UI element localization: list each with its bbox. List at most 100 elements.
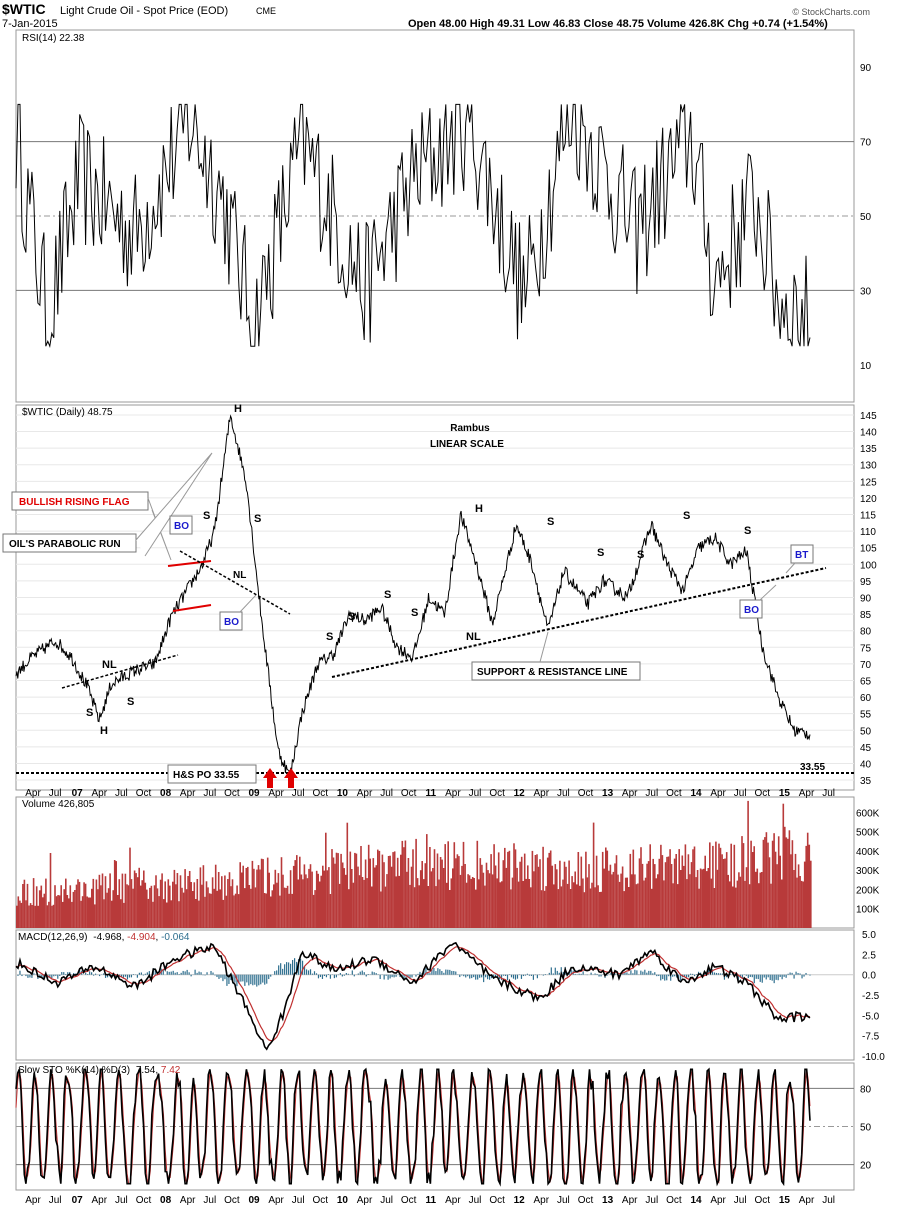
- volume-bar: [501, 881, 503, 928]
- volume-bar: [155, 875, 157, 928]
- volume-bar: [251, 860, 254, 928]
- volume-bar: [143, 870, 145, 928]
- volume-bar: [459, 874, 462, 928]
- volume-bar: [243, 888, 246, 928]
- volume-bar: [286, 885, 289, 928]
- volume-bar: [672, 883, 674, 928]
- volume-bar: [139, 885, 142, 928]
- volume-bar: [724, 858, 726, 928]
- stoch-title-prefix: Slow STO %K(14) %D(3): [18, 1065, 130, 1076]
- x-axis-label: 13: [602, 1195, 614, 1206]
- x-axis-label: Apr: [710, 1195, 726, 1206]
- volume-bar: [318, 881, 321, 928]
- volume-bar: [312, 894, 315, 928]
- volume-bar: [187, 876, 189, 928]
- volume-bar: [718, 843, 720, 928]
- volume-bar: [412, 849, 414, 928]
- volume-bar: [646, 863, 648, 928]
- volume-bar: [658, 858, 661, 928]
- volume-bar: [689, 874, 691, 928]
- volume-bar: [404, 840, 407, 928]
- volume-bar: [452, 868, 454, 928]
- volume-bar: [225, 895, 228, 928]
- volume-bar: [655, 878, 658, 928]
- volume-bar: [517, 881, 520, 928]
- volume-bar: [649, 844, 651, 928]
- volume-bar: [764, 837, 766, 928]
- volume-bar: [436, 853, 439, 928]
- s-label-peak2: S: [254, 513, 261, 525]
- price-tick-label: 85: [860, 610, 872, 621]
- rsi-tick-label: 50: [860, 212, 872, 223]
- macd-signal-series: [15, 946, 811, 1042]
- volume-bar: [270, 896, 272, 928]
- volume-bar: [314, 890, 316, 928]
- volume-bar: [175, 884, 177, 928]
- volume-bar: [736, 880, 739, 928]
- volume-bar: [361, 877, 364, 928]
- bo-box-2: [219, 611, 243, 631]
- volume-bar: [551, 865, 554, 928]
- volume-bar: [92, 878, 95, 928]
- volume-bar: [227, 879, 229, 928]
- volume-bar: [669, 849, 671, 928]
- support-pointer: [539, 631, 549, 663]
- volume-bar: [435, 886, 437, 928]
- x-axis-label: Apr: [180, 1195, 196, 1206]
- volume-bar: [135, 873, 137, 928]
- x-axis-label: Jul: [645, 1195, 658, 1206]
- neckline-left: [61, 654, 179, 689]
- price-tick-label: 70: [860, 660, 872, 671]
- x-axis-label: Jul: [734, 1195, 747, 1206]
- volume-bar: [296, 855, 298, 928]
- x-axis-label: Jul: [292, 1195, 305, 1206]
- volume-bar: [95, 879, 98, 928]
- volume-bar: [721, 854, 723, 928]
- volume-bar: [627, 887, 630, 928]
- volume-bar: [245, 868, 248, 928]
- volume-bar: [104, 876, 107, 928]
- volume-bar: [358, 875, 361, 928]
- volume-bar: [583, 892, 586, 928]
- volume-bar: [738, 872, 740, 928]
- volume-bar: [84, 883, 87, 928]
- volume-bar: [240, 872, 243, 928]
- volume-bar: [499, 882, 501, 928]
- volume-bar: [100, 885, 102, 928]
- macd-tick-label: -7.5: [862, 1032, 880, 1043]
- volume-bar: [274, 869, 277, 928]
- volume-bar: [421, 861, 423, 928]
- volume-bar: [190, 882, 192, 928]
- x-axis-label: Oct: [224, 1195, 240, 1206]
- volume-bar: [481, 864, 483, 928]
- volume-bar: [381, 854, 384, 928]
- volume-bar: [684, 844, 687, 928]
- volume-bar: [113, 860, 116, 928]
- volume-bar: [315, 870, 318, 928]
- volume-bar: [566, 883, 569, 928]
- volume-bar: [502, 860, 505, 928]
- volume-bar: [687, 854, 690, 928]
- volume-bar: [456, 854, 459, 928]
- volume-bar: [681, 855, 684, 928]
- volume-bar: [611, 874, 613, 928]
- volume-bar: [808, 844, 811, 928]
- volume-bar: [185, 889, 188, 928]
- volume-bar: [291, 893, 293, 928]
- volume-bar: [467, 874, 469, 928]
- volume-bar: [107, 888, 110, 928]
- volume-bar: [591, 882, 593, 928]
- instrument-name: Light Crude Oil - Spot Price (EOD): [60, 5, 228, 17]
- volume-bar: [657, 874, 659, 928]
- volume-bar: [759, 872, 762, 928]
- volume-bar: [620, 873, 622, 928]
- volume-bar: [124, 873, 127, 928]
- volume-bar: [38, 890, 41, 928]
- nl-label-peak: NL: [233, 570, 246, 581]
- x-axis-label: 07: [72, 788, 84, 799]
- volume-bar: [294, 860, 296, 928]
- volume-bar: [81, 896, 84, 928]
- x-axis-label: Jul: [49, 788, 62, 799]
- volume-bar: [430, 871, 433, 928]
- x-axis-label: Oct: [136, 788, 152, 799]
